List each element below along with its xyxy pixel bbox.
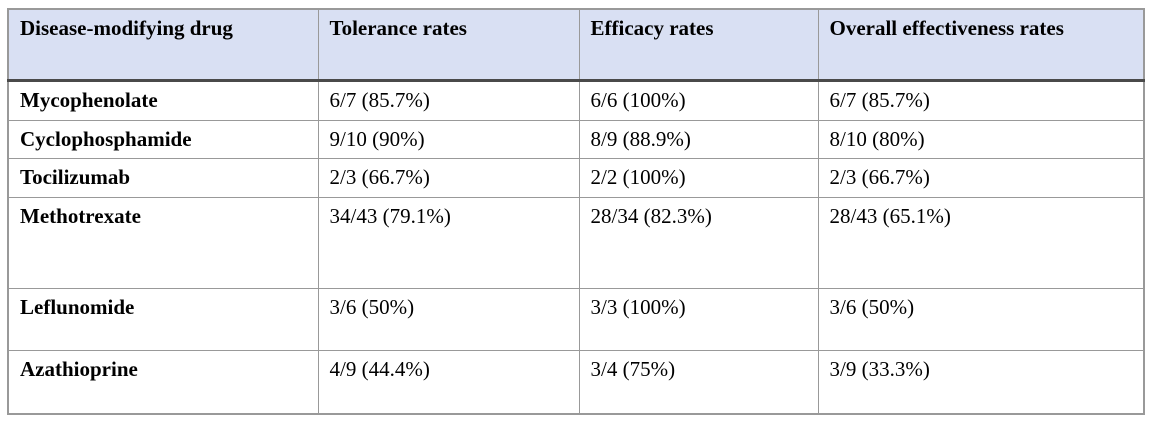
cell-efficacy-rate: 2/2 (100%) [578, 158, 819, 198]
column-header-tolerance: Tolerance rates [317, 8, 580, 82]
table-body: Mycophenolate 6/7 (85.7%) 6/6 (100%) 6/7… [7, 80, 1145, 415]
cell-efficacy-rate: 8/9 (88.9%) [578, 119, 819, 159]
table-row: Leflunomide 3/6 (50%) 3/3 (100%) 3/6 (50… [7, 287, 1145, 351]
column-header-overall: Overall effectiveness rates [817, 8, 1145, 82]
cell-overall-rate: 3/6 (50%) [817, 287, 1145, 351]
cell-efficacy-rate: 3/3 (100%) [578, 287, 819, 351]
cell-tolerance-rate: 3/6 (50%) [317, 287, 580, 351]
cell-overall-rate: 8/10 (80%) [817, 119, 1145, 159]
cell-drug-name: Cyclophosphamide [7, 119, 319, 159]
table-row: Cyclophosphamide 9/10 (90%) 8/9 (88.9%) … [7, 119, 1145, 159]
table-row: Mycophenolate 6/7 (85.7%) 6/6 (100%) 6/7… [7, 80, 1145, 121]
cell-overall-rate: 2/3 (66.7%) [817, 158, 1145, 198]
table-header: Disease-modifying drug Tolerance rates E… [7, 8, 1145, 82]
cell-tolerance-rate: 34/43 (79.1%) [317, 196, 580, 289]
table-row: Azathioprine 4/9 (44.4%) 3/4 (75%) 3/9 (… [7, 349, 1145, 415]
cell-efficacy-rate: 3/4 (75%) [578, 349, 819, 415]
cell-drug-name: Leflunomide [7, 287, 319, 351]
column-header-drug: Disease-modifying drug [7, 8, 319, 82]
cell-tolerance-rate: 6/7 (85.7%) [317, 80, 580, 121]
header-row: Disease-modifying drug Tolerance rates E… [7, 8, 1145, 82]
column-header-efficacy: Efficacy rates [578, 8, 819, 82]
cell-overall-rate: 28/43 (65.1%) [817, 196, 1145, 289]
cell-tolerance-rate: 2/3 (66.7%) [317, 158, 580, 198]
cell-drug-name: Methotrexate [7, 196, 319, 289]
cell-efficacy-rate: 6/6 (100%) [578, 80, 819, 121]
table-row: Methotrexate 34/43 (79.1%) 28/34 (82.3%)… [7, 196, 1145, 289]
cell-drug-name: Azathioprine [7, 349, 319, 415]
table-row: Tocilizumab 2/3 (66.7%) 2/2 (100%) 2/3 (… [7, 158, 1145, 198]
drug-rates-table: Disease-modifying drug Tolerance rates E… [7, 8, 1145, 415]
cell-tolerance-rate: 4/9 (44.4%) [317, 349, 580, 415]
cell-tolerance-rate: 9/10 (90%) [317, 119, 580, 159]
cell-efficacy-rate: 28/34 (82.3%) [578, 196, 819, 289]
cell-drug-name: Tocilizumab [7, 158, 319, 198]
cell-drug-name: Mycophenolate [7, 80, 319, 121]
cell-overall-rate: 3/9 (33.3%) [817, 349, 1145, 415]
cell-overall-rate: 6/7 (85.7%) [817, 80, 1145, 121]
